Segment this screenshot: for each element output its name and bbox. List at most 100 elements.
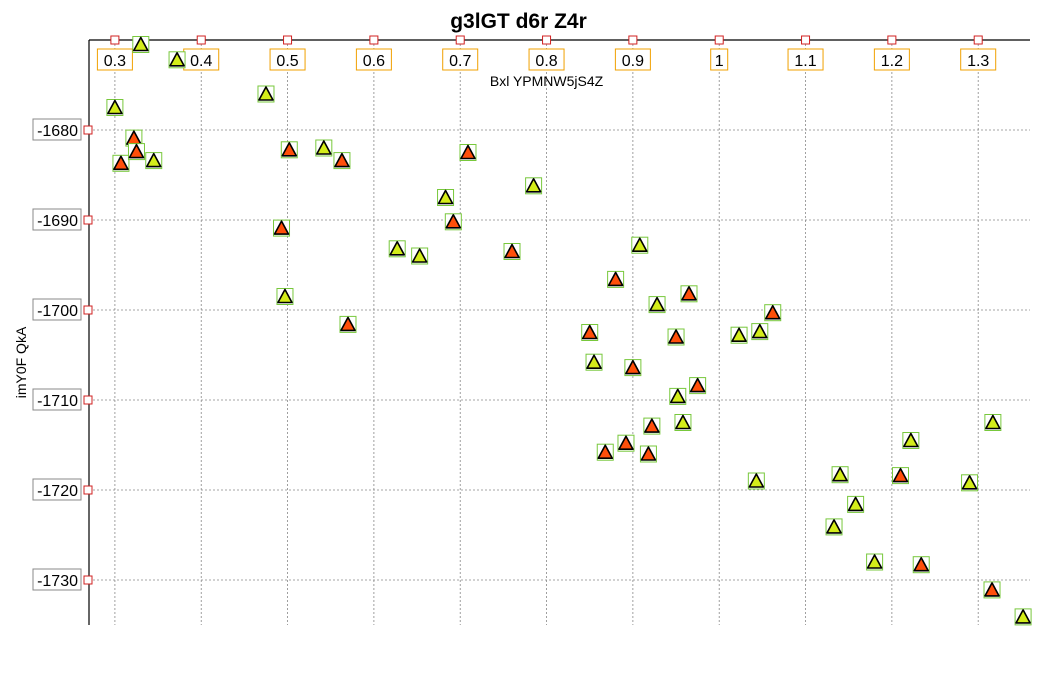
y-tick-mark	[83, 575, 93, 585]
x-tick-mark	[801, 35, 811, 45]
x-tick-label-box	[442, 48, 479, 71]
y-axis-title: imY0F QkA	[13, 326, 29, 398]
data-point-marker	[961, 474, 978, 490]
x-tick-mark	[973, 35, 983, 45]
chart-title: g3lGT d6r Z4r	[450, 10, 587, 33]
data-point-marker	[525, 178, 542, 193]
x-tick-label: 1	[715, 53, 724, 70]
y-tick-label-box	[32, 118, 82, 141]
x-tick-mark	[887, 35, 897, 45]
x-tick-label: 0.6	[363, 53, 385, 70]
data-point	[1014, 608, 1032, 626]
x-tick-label-box	[614, 48, 651, 71]
y-tick-label-box	[32, 208, 82, 231]
data-point	[132, 36, 150, 53]
data-point	[333, 152, 351, 170]
x-tick-mark	[196, 35, 206, 45]
data-point-marker	[113, 155, 129, 171]
y-tick-label-box	[32, 568, 82, 591]
data-point	[127, 143, 145, 161]
y-tick-label-box	[32, 388, 82, 411]
data-point	[730, 326, 748, 344]
data-point-marker	[751, 323, 768, 339]
x-tick-mark	[628, 35, 638, 45]
y-tick-label: -1700	[37, 303, 78, 320]
y-tick-mark	[83, 485, 93, 495]
x-tick-label-box	[96, 48, 133, 71]
data-point	[648, 296, 666, 314]
data-point	[596, 443, 614, 461]
data-point	[680, 285, 698, 303]
data-point-marker	[334, 152, 350, 168]
y-tick-label: -1720	[37, 483, 78, 500]
data-point	[689, 377, 707, 395]
x-tick-label: 1.3	[967, 53, 989, 70]
data-point-marker	[128, 143, 145, 159]
data-point	[525, 177, 543, 195]
data-point-marker	[668, 329, 684, 344]
data-point	[276, 288, 294, 305]
data-point	[639, 445, 657, 463]
data-point	[388, 240, 406, 258]
data-point	[847, 495, 865, 513]
data-point-marker	[581, 324, 598, 340]
data-point-marker	[1015, 609, 1031, 624]
data-point-marker	[132, 36, 149, 52]
x-tick-label-box	[960, 48, 997, 71]
data-point	[667, 328, 685, 346]
data-point	[751, 323, 769, 341]
x-tick-label: 0.8	[535, 53, 557, 70]
data-point	[983, 581, 1001, 599]
data-point	[444, 213, 462, 231]
data-point	[280, 141, 298, 159]
data-point-marker	[892, 467, 909, 483]
data-point-marker	[689, 377, 706, 393]
data-point	[764, 304, 782, 322]
data-point-marker	[764, 304, 781, 320]
y-tick-label: -1680	[37, 123, 78, 140]
data-point-marker	[597, 444, 614, 460]
x-tick-label: 0.7	[449, 53, 471, 70]
x-tick-label-box	[710, 48, 729, 71]
x-axis-title: Bxl YPMNW5jS4Z	[490, 73, 604, 89]
data-point	[825, 518, 843, 536]
data-point-marker	[277, 288, 293, 304]
x-tick-mark	[369, 35, 379, 45]
data-point-marker	[644, 418, 660, 433]
data-point-marker	[389, 241, 405, 256]
data-point-marker	[625, 359, 641, 375]
data-point	[503, 243, 521, 260]
x-tick-label-box	[528, 48, 565, 71]
y-tick-label: -1690	[37, 213, 78, 230]
data-point-marker	[607, 271, 624, 287]
data-point	[437, 189, 455, 206]
y-tick-label: -1730	[37, 573, 78, 590]
x-tick-mark	[283, 35, 293, 45]
y-tick-label-box	[32, 478, 82, 501]
data-point	[892, 467, 910, 485]
data-point-marker	[258, 86, 274, 101]
data-point	[669, 387, 687, 405]
data-point	[581, 324, 599, 341]
x-tick-label-box	[269, 48, 306, 71]
data-point-marker	[669, 388, 686, 404]
data-points	[106, 36, 1032, 626]
data-point	[106, 99, 124, 116]
data-point	[257, 85, 275, 103]
data-point-marker	[273, 220, 290, 235]
data-point	[866, 553, 884, 571]
y-tick-mark	[83, 215, 93, 225]
data-point-marker	[832, 466, 848, 482]
data-point-marker	[640, 446, 657, 461]
data-point-marker	[169, 51, 185, 67]
data-point-marker	[903, 432, 919, 448]
x-tick-mark	[542, 35, 552, 45]
data-point-marker	[445, 214, 462, 229]
data-point-marker	[913, 556, 930, 572]
data-point-marker	[504, 243, 520, 259]
data-point	[624, 359, 642, 377]
x-tick-label: 1.1	[794, 53, 816, 70]
data-point-marker	[411, 248, 428, 263]
data-point-marker	[748, 473, 765, 488]
